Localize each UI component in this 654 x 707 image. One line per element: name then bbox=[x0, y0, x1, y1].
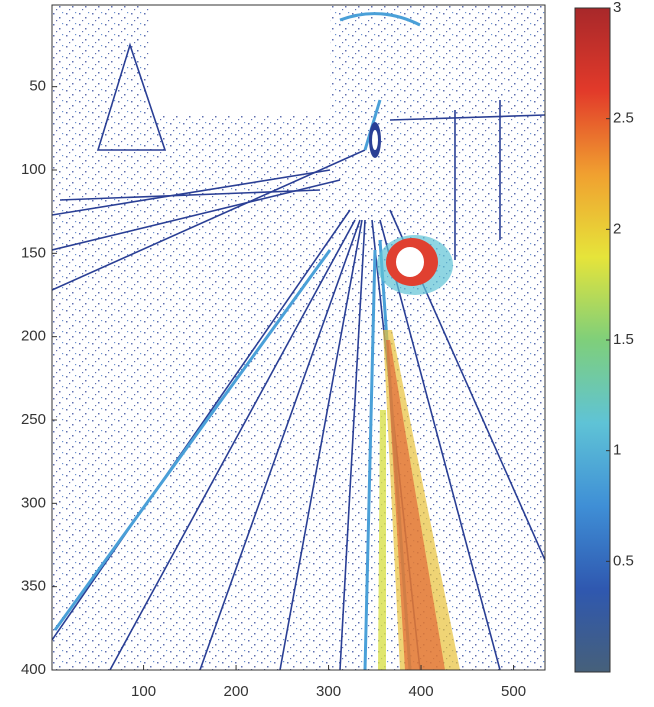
colorbar-tick-label: 1 bbox=[613, 442, 621, 459]
y-tick-label: 350 bbox=[21, 578, 46, 595]
x-tick-label: 100 bbox=[131, 683, 156, 700]
colorbar-tick-label: 2 bbox=[613, 220, 621, 237]
y-tick-label: 100 bbox=[21, 161, 46, 178]
x-tick-label: 400 bbox=[409, 683, 434, 700]
x-tick-label: 500 bbox=[501, 683, 526, 700]
colorbar-tick-label: 2.5 bbox=[613, 110, 634, 127]
chart: 100 200 300 400 500 50 100 150 200 250 300 350 400 0.… bbox=[0, 0, 654, 707]
y-tick-label: 150 bbox=[21, 244, 46, 261]
y-tick-label: 200 bbox=[21, 328, 46, 345]
colorbar-tick-label: 0.5 bbox=[613, 552, 634, 569]
image bbox=[52, 5, 545, 670]
y-tick-label: 50 bbox=[29, 78, 46, 95]
x-tick-label: 200 bbox=[224, 683, 249, 700]
colorbar bbox=[575, 8, 610, 672]
y-tick-label: 250 bbox=[21, 411, 46, 428]
colorbar-tick-label: 3 bbox=[613, 0, 621, 16]
colorbar-tick-label: 1.5 bbox=[613, 331, 634, 348]
x-tick-label: 300 bbox=[316, 683, 341, 700]
y-tick-label: 400 bbox=[21, 661, 46, 678]
y-tick-label: 300 bbox=[21, 494, 46, 511]
